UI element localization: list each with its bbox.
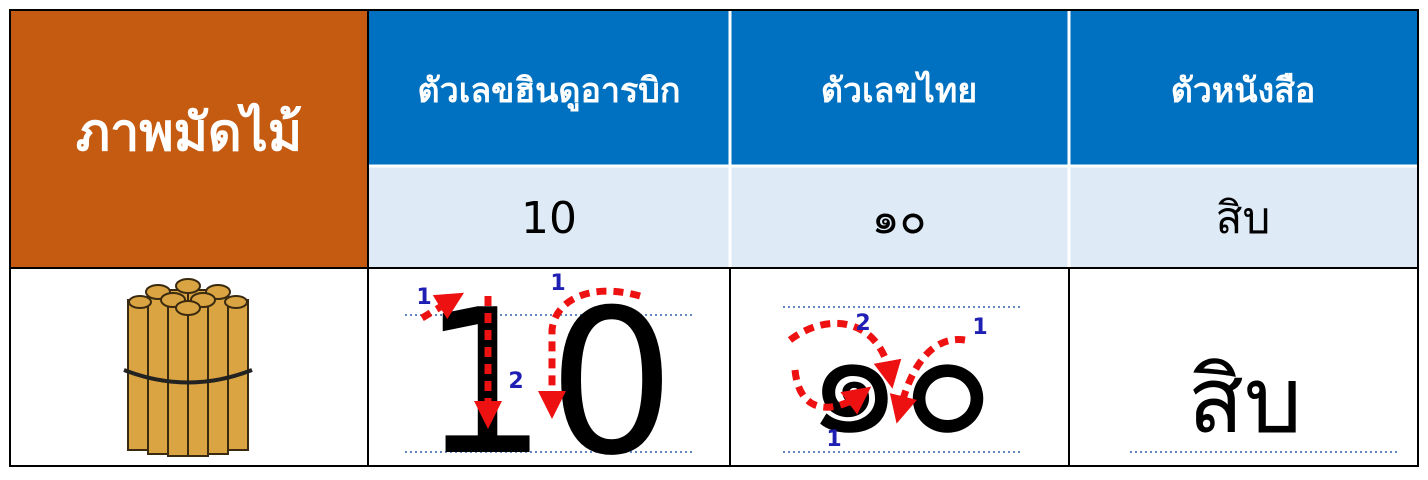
- step-number: 1: [826, 427, 841, 452]
- thai-value: ๑๐: [872, 193, 927, 244]
- stroke-arrow: [538, 287, 641, 419]
- stroke-arrow: [889, 336, 966, 424]
- stick-bundle: [123, 278, 253, 457]
- value-row: [368, 166, 1418, 268]
- table-borders: [9, 9, 1419, 467]
- word-value: สิบ: [1216, 193, 1271, 244]
- column-header: ตัวเลขฮินดูอารบิก: [418, 71, 681, 112]
- column-header: ตัวหนังสือ: [1171, 71, 1316, 111]
- stroke-arrow: [420, 292, 465, 322]
- step-number: 1: [416, 285, 431, 310]
- word-trace: สิบ: [1188, 347, 1303, 454]
- arabic-value: 10: [521, 193, 577, 244]
- inner-separators: [368, 10, 1418, 268]
- picture-header: ภาพมัดไม้: [76, 102, 302, 163]
- column-header: ตัวเลขไทย: [821, 70, 977, 111]
- step-number: 2: [855, 311, 870, 336]
- step-number: 1: [972, 315, 987, 340]
- header-row: [368, 10, 1418, 166]
- step-number: 1: [550, 271, 565, 296]
- picture-header-cell: [10, 10, 368, 268]
- step-number: 2: [508, 369, 523, 394]
